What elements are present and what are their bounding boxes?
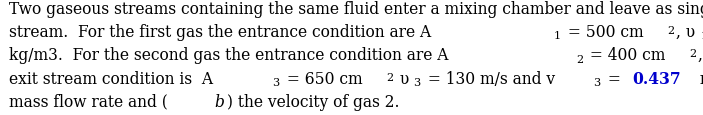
Text: 3: 3 [413, 77, 420, 87]
Text: 2: 2 [667, 26, 674, 36]
Text: = 130 m/s and v: = 130 m/s and v [423, 70, 555, 87]
Text: =: = [602, 70, 626, 87]
Text: kg/m3.  For the second gas the entrance condition are A: kg/m3. For the second gas the entrance c… [9, 47, 449, 64]
Text: 2: 2 [689, 49, 696, 59]
Text: = 400 cm: = 400 cm [586, 47, 666, 64]
Text: stream.  For the first gas the entrance condition are A: stream. For the first gas the entrance c… [9, 24, 432, 41]
Text: b: b [214, 93, 224, 110]
Text: , υ: , υ [676, 24, 695, 41]
Text: mass flow rate and (: mass flow rate and ( [9, 93, 168, 110]
Text: 2: 2 [386, 72, 393, 82]
Text: 3: 3 [273, 77, 280, 87]
Text: 1: 1 [701, 31, 703, 41]
Text: , v: , v [698, 47, 703, 64]
Text: ) the velocity of gas 2.: ) the velocity of gas 2. [227, 93, 399, 110]
Text: = 650 cm: = 650 cm [282, 70, 363, 87]
Text: 1: 1 [554, 31, 561, 41]
Text: 0.437: 0.437 [632, 70, 681, 87]
Text: 2: 2 [576, 54, 583, 64]
Text: = 500 cm: = 500 cm [563, 24, 644, 41]
Text: υ: υ [395, 70, 409, 87]
Text: 3: 3 [593, 77, 600, 87]
Text: m: m [695, 70, 703, 87]
Text: exit stream condition is  A: exit stream condition is A [9, 70, 213, 87]
Text: Two gaseous streams containing the same fluid enter a mixing chamber and leave a: Two gaseous streams containing the same … [9, 1, 703, 18]
